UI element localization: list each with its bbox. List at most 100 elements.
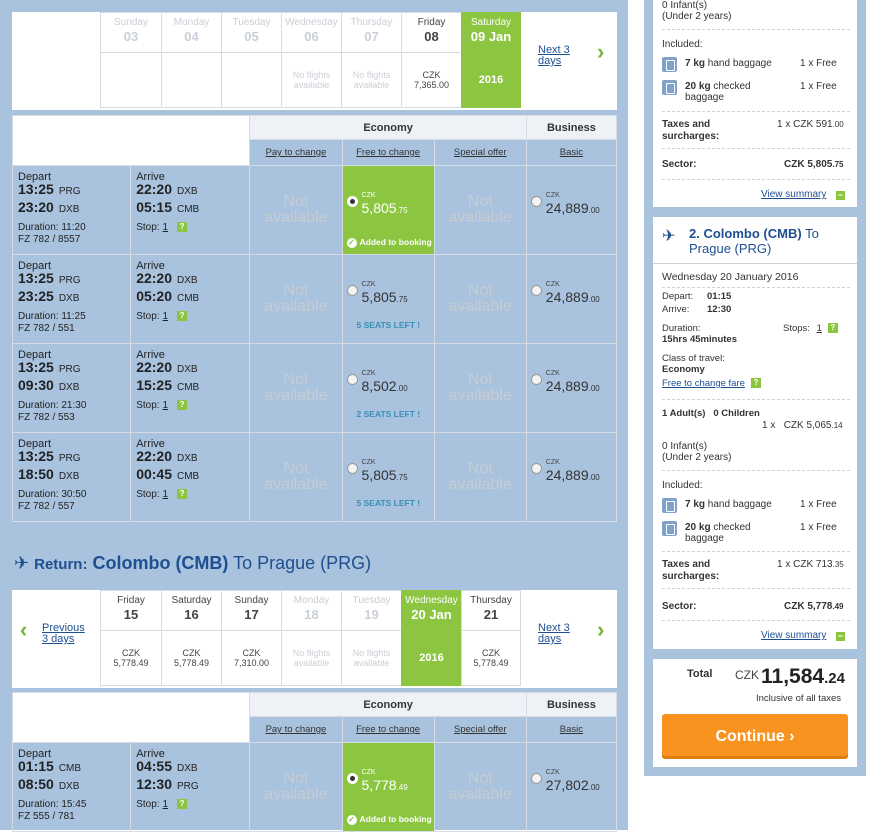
outbound-next-3-days[interactable]: Next 3 days <box>538 44 570 67</box>
fare-amount: 24,889.00 <box>545 200 600 216</box>
collapse-icon[interactable]: − <box>836 631 845 641</box>
fare-radio[interactable] <box>346 773 358 784</box>
sector2-title: 2. Colombo (CMB) To Prague (PRG) <box>689 226 819 256</box>
fare-unavailable: Not available <box>433 742 527 832</box>
help-icon[interactable]: ? <box>177 799 188 810</box>
date-option[interactable]: Sunday 17 CZK 7,310.00 <box>221 590 281 686</box>
date-year: 2016 <box>419 652 444 664</box>
date-option[interactable]: Thursday 21 CZK 5,778.49 <box>461 590 521 686</box>
fare-radio[interactable] <box>346 374 358 385</box>
stops-link[interactable]: 1 <box>162 222 169 233</box>
date-option[interactable]: Friday 15 CZK 5,778.49 <box>100 590 161 686</box>
fare-free-to-change[interactable]: CZK 5,805.75 5 SEATS LEFT ! <box>341 254 435 344</box>
chevron-left-icon[interactable]: ‹ <box>20 617 28 642</box>
date-weekday: Monday <box>293 595 330 606</box>
chevron-right-icon[interactable]: › <box>597 39 605 64</box>
fare-free-to-change[interactable]: CZK 8,502.00 2 SEATS LEFT ! <box>341 343 435 433</box>
help-icon[interactable]: ? <box>177 400 188 411</box>
flight-number: FZ 782 / 8557 <box>18 234 81 245</box>
return-date-strip: Friday 15 CZK 5,778.49 Saturday 16 CZK 5,778.49… <box>100 590 521 686</box>
stops-link[interactable]: 1 <box>162 311 169 322</box>
airport-code: DXB <box>177 763 198 774</box>
fare-radio[interactable] <box>530 196 542 207</box>
fare-unavailable: Not available <box>433 343 527 433</box>
fare-free-to-change[interactable]: CZK 5,805.75 5 SEATS LEFT ! <box>341 432 435 522</box>
fare-free-to-change[interactable]: CZK 5,778.49 ✓ Added to booking <box>341 742 435 832</box>
adult-price: 1 x CZK 5,065.14 <box>762 420 843 431</box>
basic-link[interactable]: Basic <box>525 139 618 166</box>
arrive-cell: Arrive 22:20 DXB 05:20 CMB Stop: 1? <box>130 254 251 344</box>
taxes-label: Taxes and surcharges: <box>662 119 720 142</box>
free-to-change-link[interactable]: Free to change <box>341 716 435 743</box>
airport-code: DXB <box>177 275 198 286</box>
arrive-time: 04:55 <box>136 758 172 774</box>
help-icon[interactable]: ? <box>827 323 838 334</box>
depart-time: 23:20 <box>18 199 54 215</box>
return-next-3-days[interactable]: Next 3 days <box>538 622 570 645</box>
class-label: Class of travel: <box>662 353 725 364</box>
date-option[interactable]: Saturday 09 Jan 2016 <box>461 12 521 108</box>
fare-unavailable: Not available <box>249 742 343 832</box>
fare-radio[interactable] <box>530 463 542 474</box>
help-icon[interactable]: ? <box>177 222 188 233</box>
special-offer-link[interactable]: Special offer <box>433 139 527 166</box>
view-summary-link[interactable]: View summary <box>761 630 827 641</box>
fare-business-basic[interactable]: CZK 24,889.00 <box>525 343 618 433</box>
date-option[interactable]: Friday 08 CZK 7,365.00 <box>401 12 461 108</box>
continue-button[interactable]: Continue › <box>662 714 848 759</box>
pay-to-change-link[interactable]: Pay to change <box>249 139 343 166</box>
depart-label: Depart <box>18 438 52 450</box>
fare-radio[interactable] <box>346 463 358 474</box>
fare-radio[interactable] <box>530 374 542 385</box>
duration: Duration: 11:25 <box>18 311 86 322</box>
date-number: 08 <box>424 29 439 44</box>
return-to: Prague (PRG) <box>257 553 372 573</box>
business-header: Business <box>525 692 618 717</box>
view-summary-link[interactable]: View summary <box>761 189 827 200</box>
fare-radio[interactable] <box>530 285 542 296</box>
date-option[interactable]: Saturday 16 CZK 5,778.49 <box>161 590 221 686</box>
pay-to-change-link[interactable]: Pay to change <box>249 716 343 743</box>
fare-business-basic[interactable]: CZK 24,889.00 <box>525 254 618 344</box>
depart-label: Depart <box>18 260 52 272</box>
outbound-flights-table: Economy Business Pay to change Free to c… <box>11 115 618 522</box>
depart-label: Depart <box>18 349 52 361</box>
seats-left: 5 SEATS LEFT ! <box>356 320 421 330</box>
help-icon[interactable]: ? <box>177 489 188 500</box>
airport-code: CMB <box>58 763 82 774</box>
collapse-icon[interactable]: − <box>836 190 845 200</box>
help-icon[interactable]: ? <box>177 311 188 322</box>
fare-business-basic[interactable]: CZK 27,802.00 <box>525 742 618 832</box>
arrive-time: 22:20 <box>136 270 172 286</box>
help-icon[interactable]: ? <box>750 378 761 389</box>
stops-link[interactable]: 1 <box>162 400 169 411</box>
airport-code: DXB <box>58 204 80 215</box>
economy-header: Economy <box>249 692 527 717</box>
stops-link[interactable]: 1 <box>162 799 169 810</box>
checked-baggage-icon <box>662 521 677 536</box>
fare-currency: CZK <box>361 192 376 199</box>
checked-baggage-value: 1 x Free <box>800 81 837 92</box>
table-row: Depart 13:25 PRG 23:25 DXB Duration: 11:25… <box>11 254 618 344</box>
fare-unavailable: Not available <box>433 432 527 522</box>
fare-free-to-change[interactable]: CZK 5,805.75 ✓ Added to booking <box>341 165 435 255</box>
airport-code: PRG <box>58 275 81 286</box>
stops-link[interactable]: 1 <box>162 489 169 500</box>
date-option[interactable]: Wednesday 20 Jan 2016 <box>401 590 461 686</box>
fare-business-basic[interactable]: CZK 24,889.00 <box>525 432 618 522</box>
checked-baggage: 20 kg checked baggage <box>685 522 751 544</box>
chevron-right-icon[interactable]: › <box>597 617 605 642</box>
outbound-date-strip: Sunday 03 Monday 04 Tuesday 05 Wednesday 06 No f… <box>100 12 521 108</box>
date-number: 05 <box>244 29 259 44</box>
fare-business-basic[interactable]: CZK 24,889.00 <box>525 165 618 255</box>
free-to-change-link[interactable]: Free to change <box>341 139 435 166</box>
special-offer-link[interactable]: Special offer <box>433 716 527 743</box>
fare-radio[interactable] <box>346 196 358 207</box>
class-value: Economy <box>662 364 705 375</box>
fare-radio[interactable] <box>346 285 358 296</box>
return-previous-3-days[interactable]: Previous 3 days <box>42 622 85 645</box>
infants-sub: (Under 2 years) <box>662 11 732 22</box>
fare-radio[interactable] <box>530 773 542 784</box>
depart-time: 09:30 <box>18 377 54 393</box>
basic-link[interactable]: Basic <box>525 716 618 743</box>
